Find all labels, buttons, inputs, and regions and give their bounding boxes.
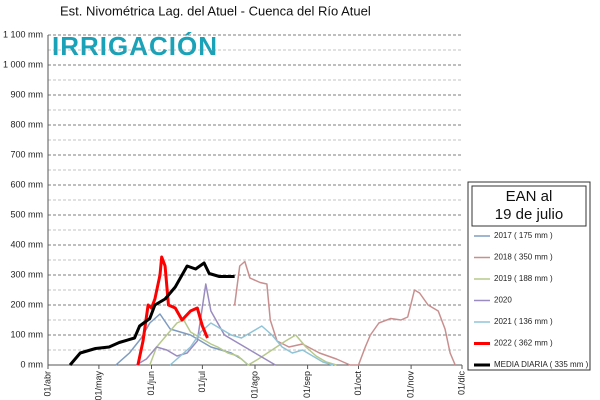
y-tick-label: 100 mm [10,329,43,339]
legend-label: MEDIA DIARIA ( 335 mm ) [494,360,589,369]
series-line [233,260,456,366]
legend-label: 2022 ( 362 mm ) [494,339,553,348]
y-tick-label: 800 mm [10,119,43,129]
y-tick-label: 300 mm [10,269,43,279]
y-tick-label: 0 mm [21,359,44,369]
x-tick-label: 01/oct [353,371,363,396]
legend-title: 19 de julio [495,206,563,223]
legend-label: 2020 [494,296,512,305]
x-tick-label: 01/nov [405,371,415,399]
x-tick-label: 01/may [93,371,103,400]
x-tick-label: 01/dic [456,371,466,396]
series-line [68,261,235,366]
x-tick-label: 01/jul [197,371,207,393]
y-tick-label: 200 mm [10,299,43,309]
chart-title: Est. Nivométrica Lag. del Atuel - Cuenca… [60,3,371,18]
legend-label: 2018 ( 350 mm ) [494,253,553,262]
y-tick-label: 400 mm [10,239,43,249]
y-tick-label: 1 100 mm [3,29,43,39]
legend-title: EAN al [506,188,553,205]
y-tick-label: 1 000 mm [3,59,43,69]
series-line [149,319,337,366]
legend-label: 2021 ( 136 mm ) [494,317,553,326]
x-tick-label: 01/abr [42,371,52,397]
x-tick-label: 01/jun [146,371,156,396]
logo: IRRIGACIÓN [52,31,218,61]
y-tick-label: 500 mm [10,209,43,219]
series-line [136,255,209,366]
legend-header-box [471,185,587,227]
x-tick-label: 01/ago [249,371,259,399]
legend-label: 2017 ( 175 mm ) [494,231,553,240]
y-tick-label: 600 mm [10,179,43,189]
x-tick-label: 01/sep [302,371,312,398]
y-tick-label: 900 mm [10,89,43,99]
legend-label: 2019 ( 188 mm ) [494,274,553,283]
series-line [135,283,276,366]
series-line [115,313,249,366]
series-line [169,322,334,366]
y-tick-label: 700 mm [10,149,43,159]
